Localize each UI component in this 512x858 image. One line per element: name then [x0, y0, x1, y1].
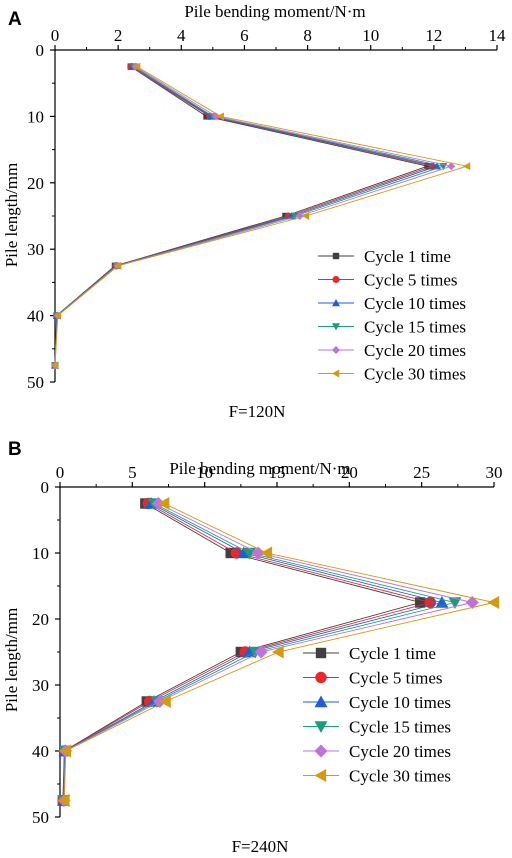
legend-label: Cycle 30 times — [349, 767, 451, 786]
data-point — [243, 645, 257, 658]
data-point — [424, 596, 437, 609]
y-tick-label: 0 — [36, 41, 45, 60]
panel-a: A Pile bending moment/N·m Pile length/mm… — [2, 2, 506, 421]
data-point — [463, 162, 471, 171]
y-tick-label: 40 — [32, 742, 49, 761]
x-tick-label: 0 — [51, 26, 60, 45]
legend-marker — [332, 299, 340, 307]
legend-marker — [314, 721, 328, 733]
data-point — [216, 112, 224, 121]
y-tick-label: 30 — [27, 240, 44, 259]
y-axis-title: Pile length/mm — [2, 163, 21, 267]
panel-caption: F=120N — [229, 402, 286, 421]
y-tick-label: 50 — [32, 808, 49, 827]
data-point — [51, 361, 59, 370]
data-point — [254, 645, 268, 659]
legend-label: Cycle 20 times — [364, 341, 466, 360]
x-tick-label: 20 — [341, 463, 358, 482]
data-point — [448, 597, 462, 609]
panel-letter: A — [8, 9, 22, 30]
data-point — [114, 261, 122, 270]
data-point — [424, 163, 431, 170]
legend-label: Cycle 10 times — [364, 294, 466, 313]
data-point — [465, 596, 479, 609]
x-axis-title: Pile bending moment/N·m — [169, 459, 350, 478]
x-tick-label: 15 — [269, 463, 286, 482]
legend-label: Cycle 5 times — [349, 669, 442, 688]
x-tick-label: 14 — [489, 26, 507, 45]
legend-marker — [332, 346, 340, 354]
y-tick-label: 0 — [41, 478, 50, 497]
y-tick-label: 20 — [32, 610, 49, 629]
legend-label: Cycle 5 times — [364, 271, 457, 290]
x-tick-label: 5 — [128, 463, 137, 482]
x-axis-title: Pile bending moment/N·m — [184, 2, 365, 21]
x-tick-label: 2 — [114, 26, 123, 45]
y-tick-label: 20 — [27, 174, 44, 193]
data-point — [157, 497, 170, 510]
data-point — [290, 212, 299, 220]
x-tick-label: 10 — [362, 26, 379, 45]
legend-marker — [332, 275, 340, 284]
x-tick-label: 12 — [425, 26, 442, 45]
legend-marker — [332, 323, 340, 331]
x-tick-label: 25 — [413, 463, 430, 482]
data-point — [159, 695, 171, 708]
data-point — [133, 62, 141, 71]
data-point — [225, 547, 236, 559]
x-tick-label: 30 — [486, 463, 503, 482]
data-point — [271, 645, 284, 659]
data-point — [487, 596, 500, 609]
x-tick-label: 6 — [240, 26, 249, 45]
panel-b: B Pile bending moment/N·m Pile length/mm… — [2, 439, 503, 856]
legend-label: Cycle 10 times — [349, 693, 451, 712]
panel-caption: F=240N — [232, 837, 289, 856]
legend-label: Cycle 1 time — [364, 247, 451, 266]
data-point — [260, 546, 273, 560]
plot-area: 0 5 10 15 20 25 30 0 10 20 30 40 50 Cycle 1 time Cycle… — [32, 463, 503, 827]
legend-marker — [332, 252, 340, 260]
data-point — [59, 744, 71, 758]
legend-label: Cycle 15 times — [364, 318, 466, 337]
legend-marker — [314, 744, 328, 758]
panel-letter: B — [8, 439, 22, 460]
y-tick-label: 10 — [32, 544, 49, 563]
legend-marker — [315, 647, 327, 659]
legend-label: Cycle 1 time — [349, 644, 436, 663]
data-point — [53, 311, 62, 320]
plot-area: 0 2 4 6 8 10 12 14 0 10 20 30 40 50 Cycle 1 time Cycle … — [27, 26, 506, 392]
legend-label: Cycle 20 times — [349, 742, 451, 761]
legend-label: Cycle 30 times — [364, 365, 466, 384]
data-point — [57, 794, 70, 807]
legend-marker — [314, 769, 327, 782]
x-tick-label: 8 — [303, 26, 312, 45]
legend-marker — [315, 671, 327, 684]
x-tick-label: 0 — [56, 463, 65, 482]
data-point — [251, 546, 265, 560]
data-point — [415, 597, 426, 608]
data-point — [447, 162, 456, 171]
y-tick-label: 10 — [27, 107, 44, 126]
legend-marker — [332, 369, 340, 378]
y-axis-title: Pile length/mm — [2, 608, 21, 712]
y-tick-label: 30 — [32, 676, 49, 695]
data-point — [301, 212, 310, 220]
data-point — [237, 546, 251, 559]
x-tick-label: 10 — [196, 463, 213, 482]
x-tick-label: 4 — [177, 26, 186, 45]
y-tick-label: 40 — [27, 307, 44, 326]
y-tick-label: 50 — [27, 373, 44, 392]
legend-marker — [314, 695, 328, 708]
legend-label: Cycle 15 times — [349, 718, 451, 737]
